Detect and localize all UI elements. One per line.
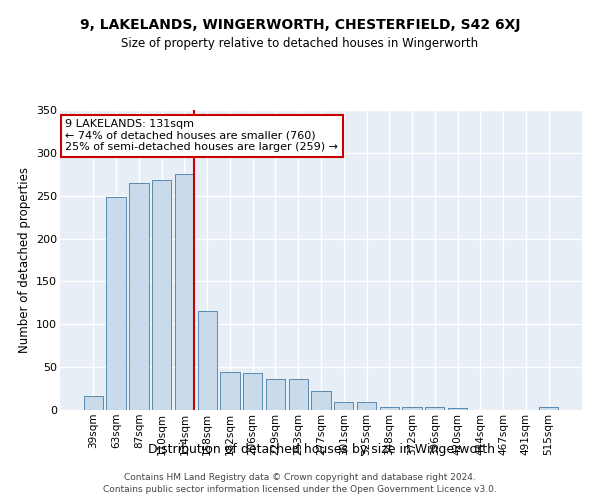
Text: 9 LAKELANDS: 131sqm
← 74% of detached houses are smaller (760)
25% of semi-detac: 9 LAKELANDS: 131sqm ← 74% of detached ho… — [65, 119, 338, 152]
Bar — [539, 408, 558, 410]
Bar — [311, 391, 331, 410]
Bar — [334, 402, 353, 410]
Bar — [243, 373, 262, 410]
Bar — [220, 372, 239, 410]
Bar — [152, 180, 172, 410]
Bar — [357, 402, 376, 410]
Bar — [425, 408, 445, 410]
Bar — [380, 408, 399, 410]
Text: Contains HM Land Registry data © Crown copyright and database right 2024.: Contains HM Land Registry data © Crown c… — [124, 472, 476, 482]
Bar — [84, 396, 103, 410]
Bar — [403, 406, 422, 410]
Bar — [175, 174, 194, 410]
Bar — [448, 408, 467, 410]
Bar — [266, 379, 285, 410]
Bar — [197, 312, 217, 410]
Text: Size of property relative to detached houses in Wingerworth: Size of property relative to detached ho… — [121, 38, 479, 51]
Bar — [289, 379, 308, 410]
Text: Contains public sector information licensed under the Open Government Licence v3: Contains public sector information licen… — [103, 485, 497, 494]
Y-axis label: Number of detached properties: Number of detached properties — [17, 167, 31, 353]
Bar — [106, 196, 126, 410]
Text: Distribution of detached houses by size in Wingerworth: Distribution of detached houses by size … — [148, 442, 494, 456]
Text: 9, LAKELANDS, WINGERWORTH, CHESTERFIELD, S42 6XJ: 9, LAKELANDS, WINGERWORTH, CHESTERFIELD,… — [80, 18, 520, 32]
Bar — [129, 183, 149, 410]
